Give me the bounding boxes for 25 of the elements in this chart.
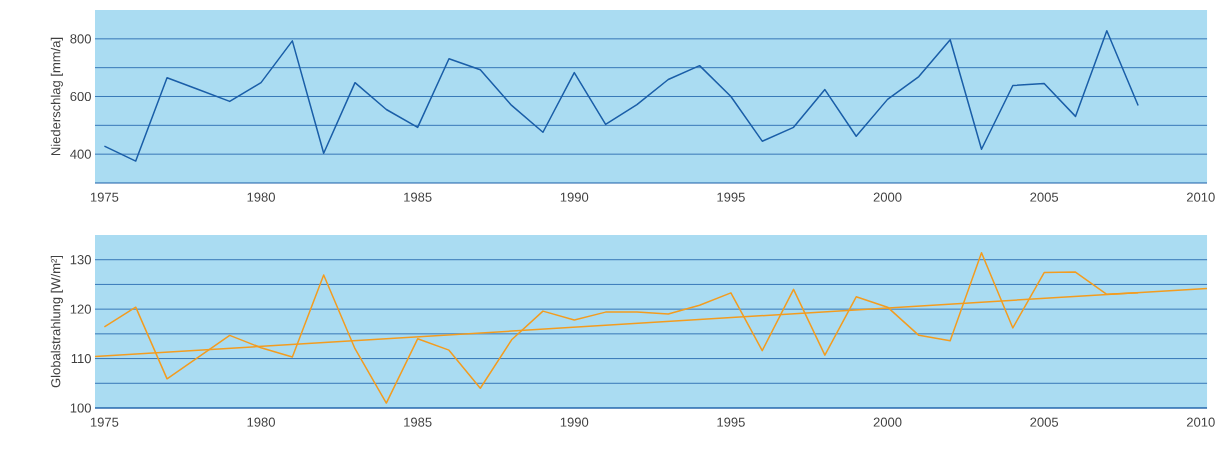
x-tick-label: 2010 xyxy=(1186,192,1215,202)
x-tick-label: 1985 xyxy=(404,417,432,427)
x-tick-label: 1995 xyxy=(717,192,745,202)
x-tick-label: 2000 xyxy=(873,417,902,427)
x-tick-label: 2010 xyxy=(1186,417,1215,427)
x-tick-label: 1985 xyxy=(404,192,432,202)
y-tick-label: 110 xyxy=(71,353,91,364)
x-tick-label: 2005 xyxy=(1030,192,1059,202)
y-tick-label: 600 xyxy=(70,91,91,102)
y-axis-title: Globalstrahlung [W/m²] xyxy=(50,255,63,388)
y-tick-label: 120 xyxy=(70,304,91,314)
x-tick-label: 1980 xyxy=(247,192,275,202)
x-tick-label: 1975 xyxy=(90,417,119,427)
x-tick-label: 2005 xyxy=(1030,417,1059,427)
x-tick-label: 2000 xyxy=(873,192,902,202)
x-tick-label: 1990 xyxy=(560,192,589,202)
y-tick-label: 400 xyxy=(70,149,91,159)
y-tick-label: 130 xyxy=(70,255,91,265)
x-tick-label: 1990 xyxy=(560,417,589,427)
y-tick-label: 100 xyxy=(70,403,91,413)
x-tick-label: 1980 xyxy=(247,417,275,427)
x-tick-label: 1975 xyxy=(90,192,119,202)
y-tick-label: 800 xyxy=(70,34,91,44)
x-tick-label: 1995 xyxy=(717,417,745,427)
y-axis-title: Niederschlag [mm/a] xyxy=(50,37,63,156)
